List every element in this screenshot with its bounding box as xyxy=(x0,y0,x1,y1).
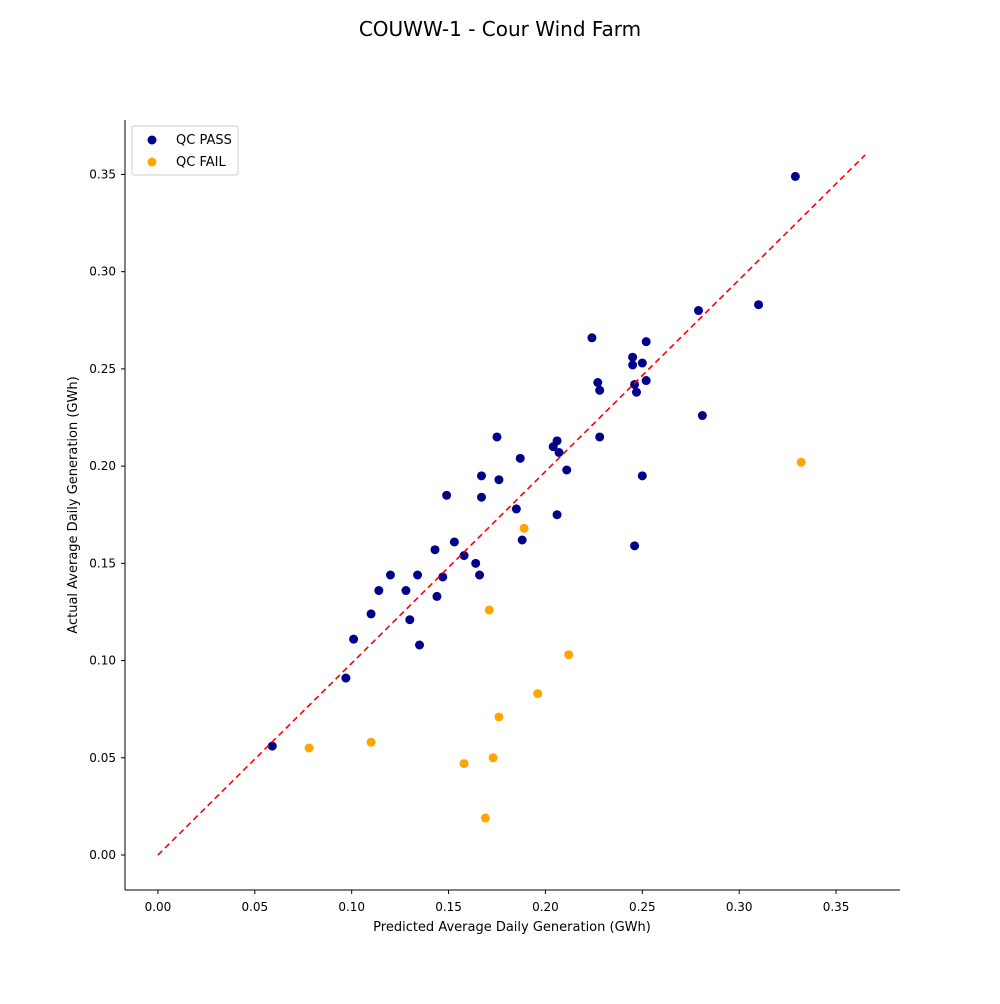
data-point-qc-fail xyxy=(494,712,504,722)
data-point-qc-pass xyxy=(432,591,442,601)
data-point-qc-fail xyxy=(480,813,490,823)
data-point-qc-pass xyxy=(471,558,481,568)
data-point-qc-pass xyxy=(267,741,277,751)
data-point-qc-pass xyxy=(438,572,448,582)
data-point-qc-pass xyxy=(517,535,527,545)
data-point-qc-pass xyxy=(442,490,452,500)
data-point-qc-fail xyxy=(459,759,469,769)
data-point-qc-pass xyxy=(475,570,485,580)
x-tick-label: 0.05 xyxy=(241,900,268,914)
data-point-qc-pass xyxy=(415,640,424,650)
data-point-qc-pass xyxy=(552,510,562,520)
data-point-qc-fail xyxy=(519,523,529,533)
chart-title: COUWW-1 - Cour Wind Farm xyxy=(359,17,641,41)
data-point-qc-pass xyxy=(405,615,415,625)
y-tick-label: 0.35 xyxy=(89,167,116,181)
data-point-qc-pass xyxy=(754,300,764,310)
data-point-qc-pass xyxy=(341,673,351,683)
data-point-qc-pass xyxy=(694,306,703,316)
data-point-qc-pass xyxy=(554,448,564,457)
y-tick-label: 0.30 xyxy=(89,265,116,279)
legend-label-qc-fail: QC FAIL xyxy=(176,155,226,170)
x-tick-label: 0.25 xyxy=(629,900,656,914)
data-point-qc-pass xyxy=(366,609,376,619)
data-point-qc-pass xyxy=(641,337,651,347)
x-tick-label: 0.20 xyxy=(532,900,559,914)
y-tick-label: 0.15 xyxy=(89,556,116,570)
x-tick-label: 0.30 xyxy=(726,900,753,914)
data-point-qc-pass xyxy=(593,378,603,387)
y-tick-label: 0.00 xyxy=(89,848,116,862)
data-point-qc-pass xyxy=(494,475,504,485)
data-point-qc-pass xyxy=(697,411,707,421)
y-axis-label: Actual Average Daily Generation (GWh) xyxy=(66,376,81,633)
data-point-qc-fail xyxy=(533,689,543,699)
reference-line xyxy=(157,154,866,856)
data-point-qc-pass xyxy=(374,586,384,596)
data-point-qc-pass xyxy=(790,171,800,181)
x-tick-label: 0.35 xyxy=(823,900,850,914)
legend: QC PASS QC FAIL xyxy=(131,125,239,176)
data-point-qc-pass xyxy=(632,387,641,397)
data-point-qc-pass xyxy=(477,471,486,481)
data-point-qc-pass xyxy=(628,360,638,370)
data-point-qc-pass xyxy=(430,545,440,555)
x-tick-label: 0.15 xyxy=(435,900,462,914)
data-point-qc-pass xyxy=(630,379,640,389)
data-point-qc-pass xyxy=(449,537,459,547)
data-point-qc-pass xyxy=(511,504,521,514)
legend-marker-qc-pass xyxy=(147,135,157,145)
data-point-qc-fail xyxy=(366,737,376,747)
y-ticks: 0.00 0.05 0.10 0.15 0.20 0.25 0.30 0.35 xyxy=(89,167,125,862)
data-point-qc-pass xyxy=(552,436,562,446)
data-point-qc-fail xyxy=(564,650,574,660)
data-point-qc-pass xyxy=(401,586,411,596)
y-tick-label: 0.20 xyxy=(89,459,116,473)
data-point-qc-pass xyxy=(385,570,395,580)
axes xyxy=(124,120,900,891)
x-tick-label: 0.00 xyxy=(145,900,172,914)
legend-marker-qc-fail xyxy=(147,157,157,167)
x-axis-label: Predicted Average Daily Generation (GWh) xyxy=(373,920,651,935)
data-point-qc-pass xyxy=(587,333,597,343)
data-point-qc-pass xyxy=(349,634,359,644)
data-point-qc-pass xyxy=(595,385,605,395)
data-point-qc-pass xyxy=(637,358,647,368)
data-point-qc-pass xyxy=(562,465,572,475)
data-point-qc-fail xyxy=(796,457,806,467)
plot-area xyxy=(157,154,866,856)
x-tick-label: 0.10 xyxy=(338,900,365,914)
y-tick-label: 0.25 xyxy=(89,362,116,376)
legend-label-qc-pass: QC PASS xyxy=(176,133,232,148)
data-point-qc-pass xyxy=(492,432,502,442)
data-point-qc-pass xyxy=(637,471,647,481)
data-point-qc-pass xyxy=(515,453,525,463)
data-point-qc-pass xyxy=(628,352,638,362)
legend-box xyxy=(131,125,239,176)
data-point-qc-pass xyxy=(413,570,423,580)
x-ticks: 0.00 0.05 0.10 0.15 0.20 0.25 0.30 0.35 xyxy=(145,890,850,914)
y-tick-label: 0.10 xyxy=(89,654,116,668)
data-point-qc-pass xyxy=(630,541,640,551)
data-point-qc-pass xyxy=(459,551,469,561)
data-point-qc-pass xyxy=(595,432,605,442)
data-point-qc-pass xyxy=(641,376,651,386)
data-point-qc-fail xyxy=(304,743,314,753)
y-tick-label: 0.05 xyxy=(89,751,116,765)
data-point-qc-fail xyxy=(484,605,494,615)
data-point-qc-fail xyxy=(488,753,498,763)
data-point-qc-pass xyxy=(477,492,486,502)
